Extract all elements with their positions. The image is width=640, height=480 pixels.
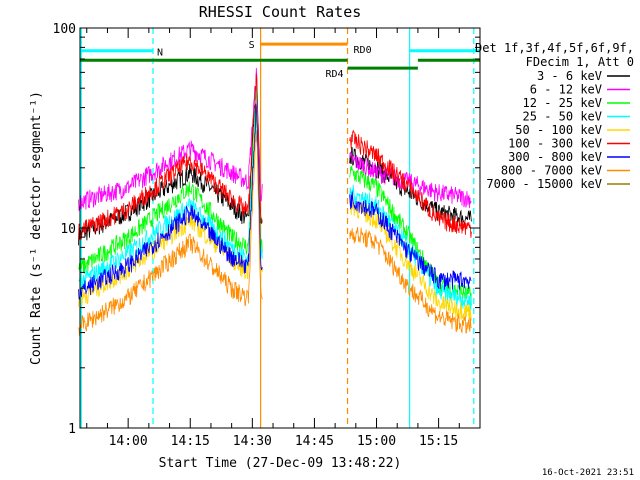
timestamp: 16-Oct-2021 23:51: [542, 468, 634, 478]
x-tick-label: 14:00: [109, 434, 148, 449]
legend-header-line-2: FDecim 1, Att 0: [526, 55, 634, 69]
status-label: RD0: [354, 45, 372, 56]
status-label: RD4: [325, 69, 343, 80]
series-line: [78, 67, 472, 212]
legend-entry-label: 25 - 50 keV: [523, 110, 602, 124]
legend-entry-label: 300 - 800 keV: [508, 150, 602, 164]
legend: Det 1f,3f,4f,5f,6f,9f, FDecim 1, Att 0 3…: [475, 41, 634, 191]
status-label: N: [157, 48, 163, 59]
legend-entry-label: 50 - 100 keV: [515, 123, 602, 137]
series-line: [78, 74, 472, 241]
y-tick-label: 100: [53, 22, 76, 37]
y-tick-label: 10: [60, 222, 76, 237]
y-axis: 1 10 100: [53, 22, 480, 437]
x-axis-label: Start Time (27-Dec-09 13:48:22): [159, 456, 402, 471]
legend-entry-label: 3 - 6 keV: [537, 69, 602, 83]
series-line: [78, 72, 472, 246]
x-tick-label: 14:45: [295, 434, 334, 449]
plot-area: N S RD0 RD4: [78, 28, 480, 428]
legend-header-line-1: Det 1f,3f,4f,5f,6f,9f,: [475, 41, 634, 55]
legend-entry-label: 800 - 7000 keV: [501, 164, 602, 178]
y-tick-label: 1: [68, 422, 76, 437]
series-line: [78, 130, 472, 336]
status-label: S: [249, 40, 255, 51]
legend-entry-label: 100 - 300 keV: [508, 137, 602, 151]
x-tick-label: 14:15: [171, 434, 210, 449]
legend-entry-label: 12 - 25 keV: [523, 96, 602, 110]
x-tick-label: 15:15: [419, 434, 458, 449]
series-line: [78, 103, 472, 300]
x-tick-label: 15:00: [357, 434, 396, 449]
x-axis: 14:00 14:15 14:30 14:45 15:00 15:15: [86, 28, 481, 449]
x-tick-label: 14:30: [233, 434, 272, 449]
legend-entry-label: 6 - 12 keV: [530, 83, 602, 97]
legend-entry-label: 7000 - 15000 keV: [486, 177, 602, 191]
chart-title: RHESSI Count Rates: [199, 3, 362, 21]
y-axis-label: Count Rate (s⁻¹ detector segment⁻¹): [29, 91, 44, 365]
